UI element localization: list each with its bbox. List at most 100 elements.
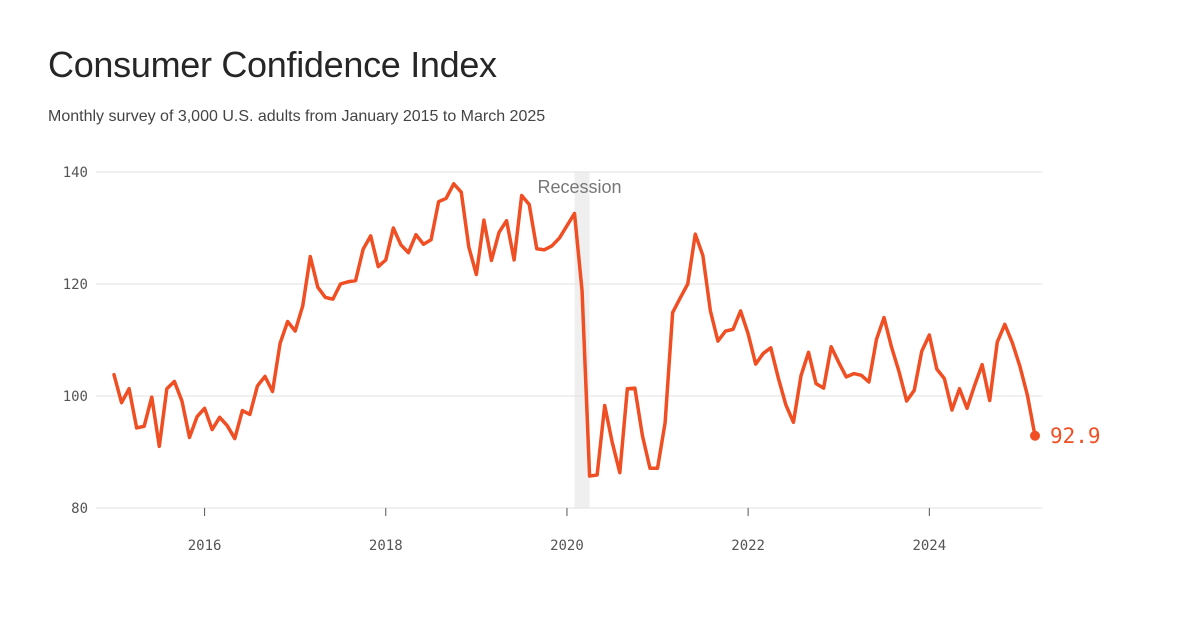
data-point [973, 384, 976, 387]
data-point [747, 332, 750, 335]
data-point [913, 389, 916, 392]
data-point [535, 247, 538, 250]
data-point [581, 289, 584, 292]
data-point [701, 254, 704, 257]
data-point [128, 387, 131, 390]
data-point [407, 251, 410, 254]
data-point [928, 333, 931, 336]
data-point [648, 467, 651, 470]
data-point [920, 350, 923, 353]
data-point [724, 330, 727, 333]
x-tick-label: 2024 [912, 538, 946, 554]
data-point [196, 415, 199, 418]
data-point [528, 203, 531, 206]
data-point [498, 231, 501, 234]
data-point [799, 374, 802, 377]
data-point [414, 233, 417, 236]
data-point [935, 368, 938, 371]
data-point [347, 280, 350, 283]
data-point [777, 377, 780, 380]
data-point [739, 309, 742, 312]
data-point [988, 399, 991, 402]
x-tick-label: 2022 [731, 538, 765, 554]
data-point [641, 434, 644, 437]
end-point-marker [1030, 430, 1040, 441]
data-point [852, 372, 855, 375]
y-tick-label: 140 [63, 165, 88, 181]
data-point [671, 311, 674, 314]
data-point [490, 259, 493, 262]
data-point [807, 351, 810, 354]
data-point [173, 380, 176, 383]
data-point [460, 191, 463, 194]
data-point [437, 200, 440, 203]
data-point [392, 227, 395, 230]
data-point [845, 375, 848, 378]
data-point [188, 436, 191, 439]
data-point [709, 309, 712, 312]
data-point [248, 413, 251, 416]
data-point [384, 258, 387, 261]
data-point [694, 233, 697, 236]
data-point [331, 298, 334, 301]
data-point [301, 304, 304, 307]
data-point [769, 346, 772, 349]
data-point [430, 238, 433, 241]
data-point [633, 387, 636, 390]
data-point [981, 363, 984, 366]
data-point [565, 224, 568, 227]
data-point [754, 363, 757, 366]
y-axis-ticks: 80 100 120 140 [63, 165, 88, 517]
data-point [618, 471, 621, 474]
data-point [603, 404, 606, 407]
x-tick-label: 2016 [188, 538, 222, 554]
data-point [316, 286, 319, 289]
data-point [294, 330, 297, 333]
series-line [112, 182, 1037, 478]
data-point [837, 361, 840, 364]
data-point [860, 374, 863, 377]
data-point [452, 182, 455, 185]
data-point [150, 396, 153, 399]
data-point [158, 445, 161, 448]
chart-subtitle: Monthly survey of 3,000 U.S. adults from… [48, 108, 546, 125]
data-point [203, 407, 206, 410]
data-point [1011, 341, 1014, 344]
data-point [286, 320, 289, 323]
end-value-label: 92.9 [1050, 424, 1101, 448]
data-point [482, 219, 485, 222]
data-point [422, 243, 425, 246]
data-point [815, 382, 818, 385]
data-point [875, 338, 878, 341]
data-point [596, 473, 599, 476]
data-point [271, 390, 274, 393]
data-point [226, 424, 229, 427]
data-point [830, 345, 833, 348]
x-axis-ticks: 2016 2018 2020 2022 2024 [188, 508, 946, 554]
data-point [180, 400, 183, 403]
data-point [905, 400, 908, 403]
data-point [505, 219, 508, 222]
y-tick-label: 120 [63, 277, 88, 293]
data-point [165, 387, 168, 390]
data-point [588, 475, 591, 478]
recession-label: Recession [538, 177, 622, 197]
data-point [867, 381, 870, 384]
data-point [611, 441, 614, 444]
data-point [113, 373, 116, 376]
data-point [233, 437, 236, 440]
data-point [656, 467, 659, 470]
x-tick-label: 2018 [369, 538, 403, 554]
data-point [883, 316, 886, 319]
data-point [263, 375, 266, 378]
data-point [679, 297, 682, 300]
x-tick-label: 2020 [550, 538, 584, 554]
y-tick-label: 80 [71, 501, 88, 517]
data-point [732, 328, 735, 331]
data-point [543, 248, 546, 251]
data-point [716, 340, 719, 343]
gridlines [96, 171, 1042, 509]
data-point [996, 341, 999, 344]
data-point [211, 428, 214, 431]
